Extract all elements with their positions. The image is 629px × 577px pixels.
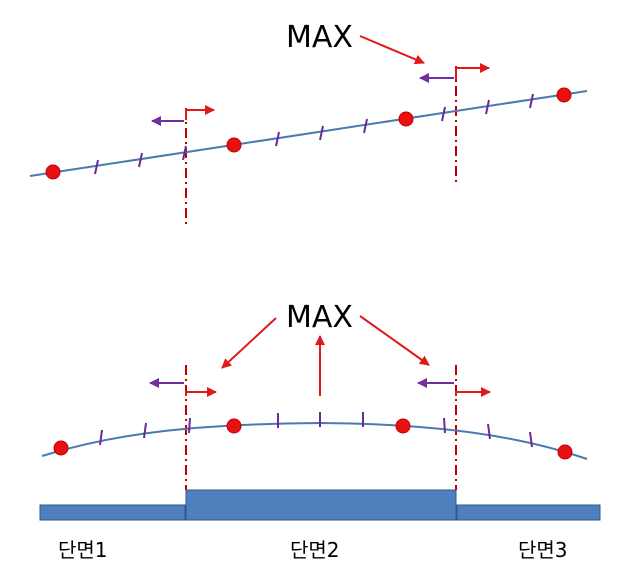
top-tick [94,159,99,175]
bottom-right-right-arrow [455,387,491,397]
bottom-max-right-arrow [359,315,430,366]
section2-label: 단면2 [290,538,340,562]
top-diagram: MAX [29,20,588,226]
top-point [398,111,414,127]
bottom-tick [529,431,533,448]
bottom-tick [143,422,147,439]
top-point [226,137,242,153]
bottom-max-left-arrow [221,317,277,369]
top-tick [319,125,324,141]
top-left-right-arrow [185,105,215,120]
top-tick [363,118,368,134]
top-tick-marks [94,93,534,175]
section3-bar [456,504,601,521]
bottom-tick [99,429,103,446]
bottom-tick [188,417,191,434]
bottom-curve [41,421,588,460]
bottom-tick-marks [99,412,533,448]
section-bars [39,489,601,521]
top-slope-line [29,90,588,177]
bottom-tick [443,417,446,434]
top-points [45,87,572,180]
bottom-max-label: MAX [286,300,353,335]
bottom-points [53,418,573,460]
top-tick [441,106,446,122]
bottom-point [226,418,242,434]
top-tick [485,99,490,115]
top-tick [138,152,143,168]
top-point [45,164,61,180]
bottom-diagram: MAX [41,300,588,490]
bottom-point [557,444,573,460]
top-tick [529,93,534,109]
section2-bar [185,489,457,521]
top-point [556,87,572,103]
top-tick [182,145,187,161]
section1-bar [39,504,186,521]
top-max-pointer-arrow [359,35,425,65]
top-right-right-arrow [455,63,490,80]
section3-label: 단면3 [518,538,568,562]
bottom-tick [487,423,491,440]
top-tick [275,131,280,147]
bottom-point [53,440,69,456]
section1-label: 단면1 [58,538,108,562]
top-max-label: MAX [286,20,353,55]
bottom-point [395,418,411,434]
bottom-left-right-arrow [185,387,217,397]
